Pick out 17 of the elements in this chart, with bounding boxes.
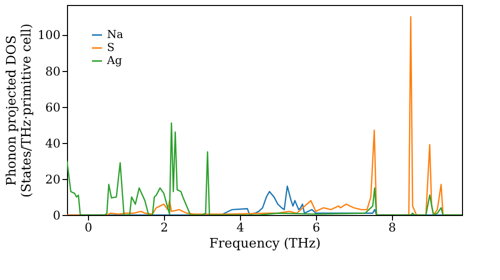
- x-tick-label: 4: [236, 220, 244, 234]
- y-tick-label: 20: [45, 172, 60, 186]
- y-tick-label: 100: [38, 28, 60, 42]
- x-tick-label: 2: [160, 220, 168, 234]
- legend-label: S: [107, 41, 115, 54]
- y-tick-label: 0: [52, 208, 60, 222]
- y-tick-label: 40: [45, 136, 60, 150]
- legend-label: Na: [107, 28, 124, 41]
- x-axis-title: Frequency (THz): [209, 236, 321, 252]
- x-tick-label: 6: [312, 220, 320, 234]
- y-axis-title: Phonon projected DOS (States/THz·primitive cell): [4, 23, 35, 198]
- line-series: [67, 122, 462, 215]
- x-tick-label: 0: [84, 220, 92, 234]
- legend-label: Ag: [106, 54, 122, 67]
- y-tick-label: 60: [45, 100, 60, 114]
- y-tick-label: 80: [45, 64, 60, 78]
- x-tick-label: 8: [388, 220, 396, 234]
